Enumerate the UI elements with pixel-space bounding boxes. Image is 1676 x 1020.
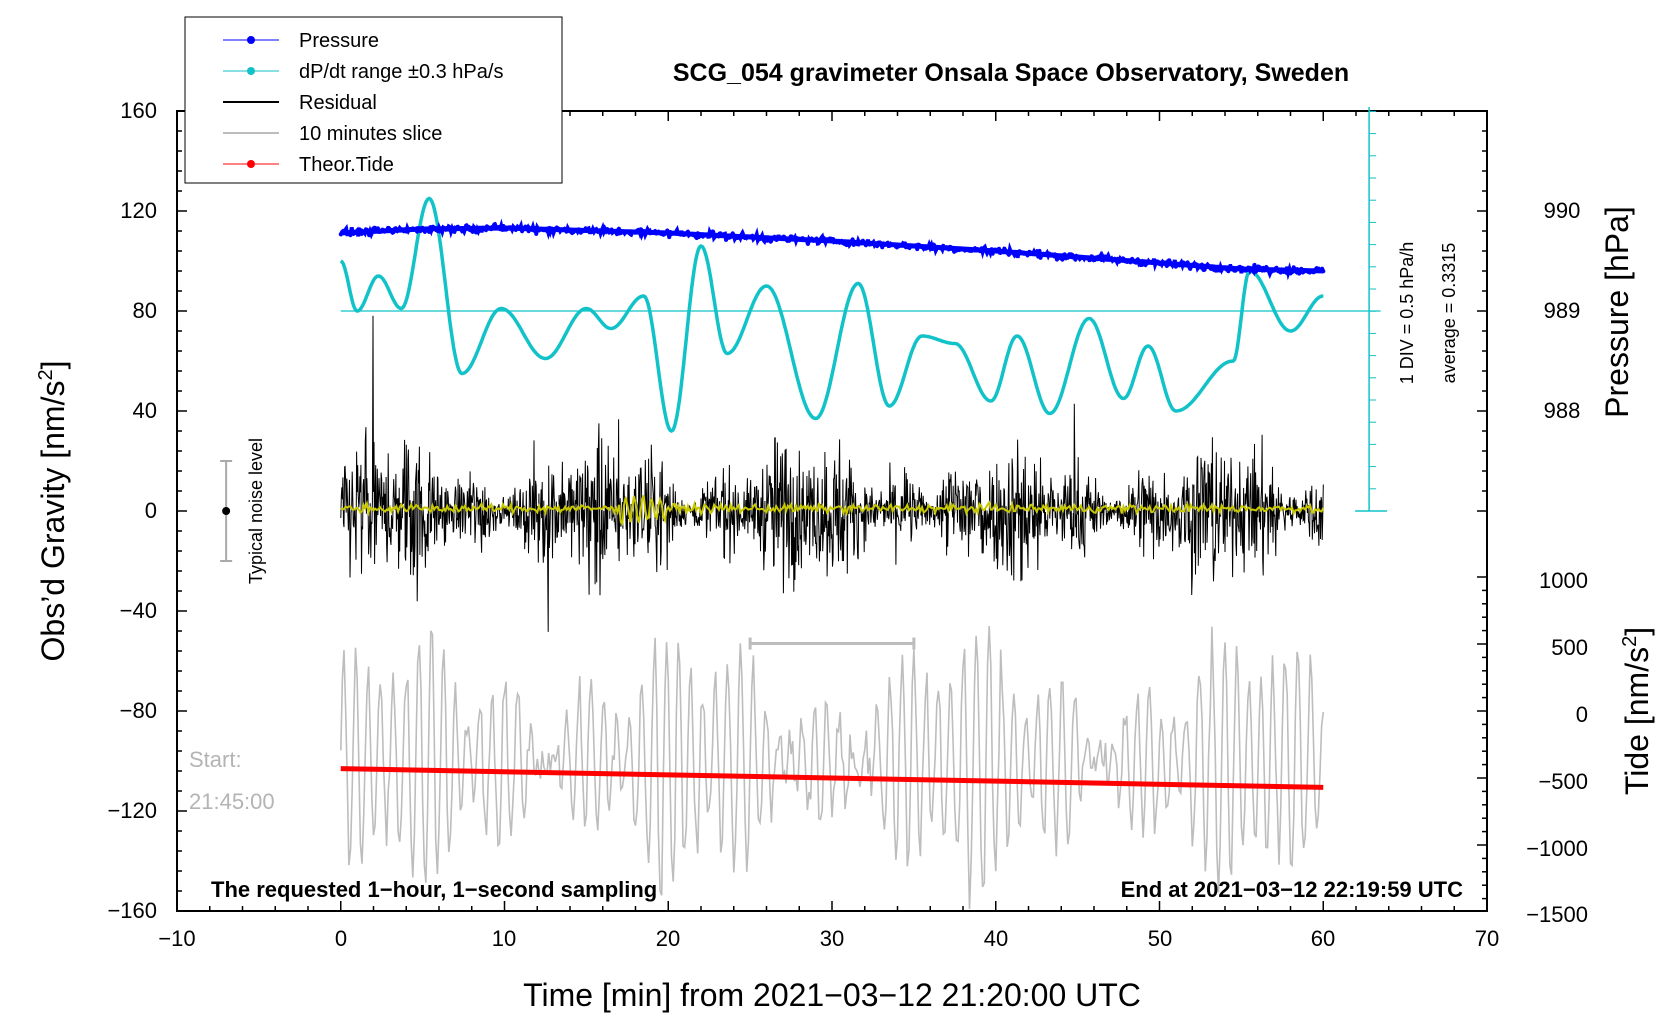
- y-tick-label: 160: [120, 98, 157, 123]
- y-tick-label: 0: [145, 498, 157, 523]
- y-tick-label: 40: [133, 398, 157, 423]
- y-tick-label: −40: [120, 598, 157, 623]
- pressure-axis-title: Pressure [hPa]: [1599, 206, 1635, 418]
- tide-series-layer: [340, 766, 1324, 790]
- tide-tick-label: −500: [1538, 769, 1588, 794]
- y-tick-label: 120: [120, 198, 157, 223]
- y-tick-label: −80: [120, 698, 157, 723]
- smoothed-residual-line: [340, 494, 1325, 526]
- y-axis-title: Obs’d Gravity [nm/s2]: [35, 361, 71, 662]
- pressure-series-layer: [338, 217, 1326, 281]
- residual-series-layer: [340, 315, 1324, 632]
- legend-pressure-marker: [247, 36, 255, 44]
- tide-tick-label: −1000: [1526, 836, 1588, 861]
- tide-axis-title-sup: 2: [1619, 636, 1641, 647]
- x-tick-label: 50: [1148, 926, 1172, 951]
- x-tick-label: 40: [984, 926, 1008, 951]
- legend: Pressure dP/dt range ±0.3 hPa/s Residual…: [184, 16, 563, 184]
- dpdt-div-label: 1 DIV = 0.5 hPa/h: [1397, 242, 1417, 385]
- x-axis-title: Time [min] from 2021−03−12 21:20:00 UTC: [523, 977, 1141, 1013]
- tide-axis-title-end: ]: [1619, 627, 1655, 636]
- smoothed-residual-layer: [340, 494, 1325, 526]
- dpdt-scale-bar: [340, 107, 1388, 512]
- dpdt-average-label: average = 0.3315: [1439, 243, 1459, 384]
- tide-tick-label: −1500: [1526, 902, 1588, 927]
- tide-tick-label: 0: [1576, 702, 1588, 727]
- misc-annotations: [220, 460, 916, 650]
- y-axis-title-sup: 2: [35, 369, 57, 380]
- tide-tick-labels: 1000 500 0 −500 −1000 −1500: [1526, 568, 1588, 927]
- slice-series-layer: [340, 625, 1325, 909]
- legend-pressure-label: Pressure: [299, 30, 379, 52]
- legend-residual-label: Residual: [299, 92, 377, 114]
- residual-series-line: [340, 315, 1324, 632]
- pressure-tick-labels: 988 989 990: [1544, 198, 1581, 423]
- chart-title: SCG_054 gravimeter Onsala Space Observat…: [673, 59, 1349, 87]
- start-time-label: 21:45:00: [189, 789, 275, 814]
- legend-slice-label: 10 minutes slice: [299, 123, 442, 145]
- tide-series-line: [340, 766, 1324, 790]
- end-time-note: End at 2021−03−12 22:19:59 UTC: [1121, 877, 1464, 902]
- tide-axis-title: Tide [nm/s2]: [1619, 627, 1655, 795]
- tide-tick-label: 500: [1551, 635, 1588, 660]
- x-tick-label: 30: [820, 926, 844, 951]
- dpdt-series-line: [339, 196, 1324, 434]
- dpdt-series-layer: [339, 196, 1324, 434]
- tide-axis-title-main: Tide [nm/s: [1619, 647, 1655, 795]
- start-label: Start:: [189, 747, 242, 772]
- x-tick-label: 70: [1475, 926, 1499, 951]
- y-axis-title-end: ]: [35, 361, 71, 370]
- sampling-note: The requested 1−hour, 1−second sampling: [211, 877, 657, 902]
- noise-level-label: Typical noise level: [246, 438, 266, 584]
- x-tick-label: 10: [492, 926, 516, 951]
- pressure-tick-label: 989: [1544, 298, 1581, 323]
- x-tick-label: 60: [1311, 926, 1335, 951]
- pressure-tick-label: 990: [1544, 198, 1581, 223]
- pressure-tick-label: 988: [1544, 398, 1581, 423]
- x-tick-label: 0: [335, 926, 347, 951]
- x-tick-label: −10: [158, 926, 195, 951]
- legend-dpdt-label: dP/dt range ±0.3 hPa/s: [299, 61, 503, 83]
- left-tick-labels: −160 −120 −80 −40 0 40 80 120 160: [107, 98, 157, 923]
- bottom-tick-labels: −10 0 10 20 30 40 50 60 70: [158, 926, 1499, 951]
- legend-dpdt-marker: [247, 67, 255, 75]
- y-tick-label: 80: [133, 298, 157, 323]
- legend-tide-marker: [247, 160, 255, 168]
- pressure-series-trend: [340, 225, 1324, 274]
- legend-tide-label: Theor.Tide: [299, 154, 394, 176]
- x-tick-label: 20: [656, 926, 680, 951]
- legend-box: [184, 16, 563, 184]
- tide-tick-label: 1000: [1539, 568, 1588, 593]
- noise-level-center-dot: [222, 507, 231, 515]
- y-tick-label: −160: [107, 898, 157, 923]
- y-axis-title-main: Obs’d Gravity [nm/s: [35, 381, 71, 662]
- y-tick-label: −120: [107, 798, 157, 823]
- slice-series-line: [340, 625, 1325, 909]
